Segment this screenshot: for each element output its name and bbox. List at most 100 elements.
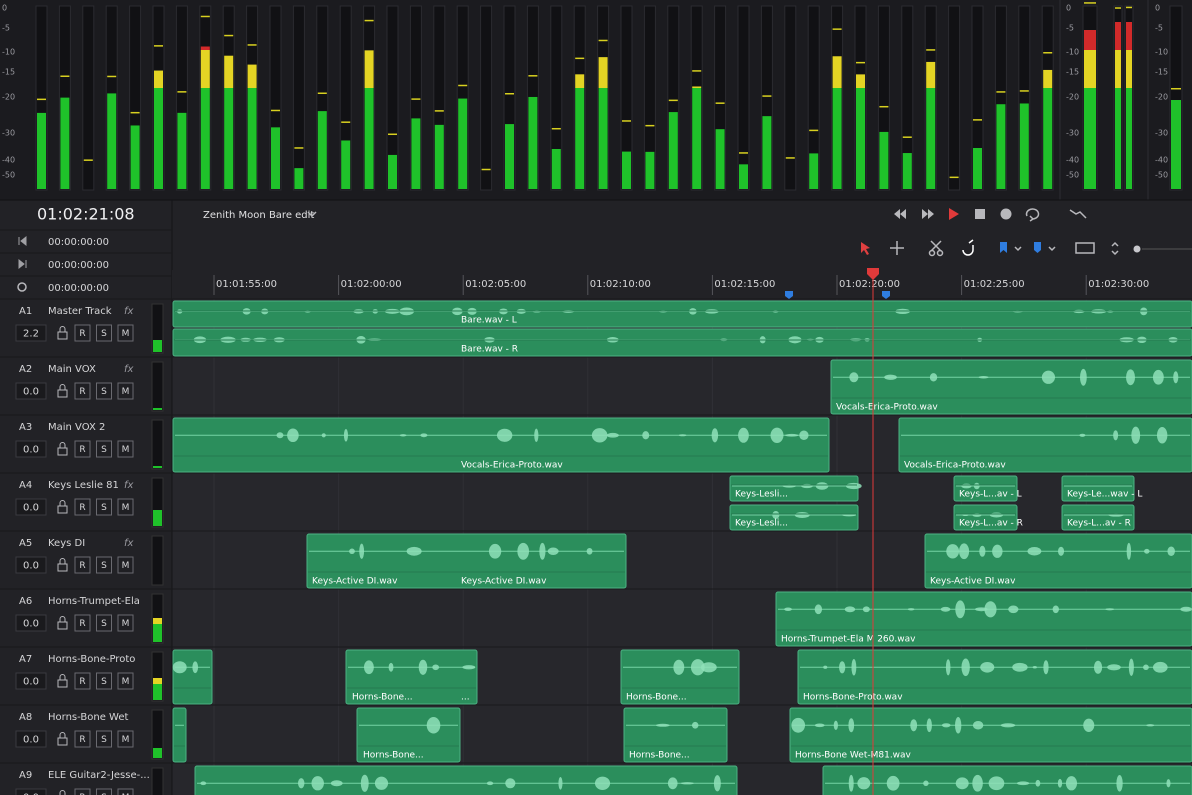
- lock-icon[interactable]: [57, 384, 68, 398]
- track-button[interactable]: [74, 556, 91, 574]
- pointer-tool[interactable]: [861, 242, 870, 255]
- clip[interactable]: [953, 504, 1018, 531]
- record-button[interactable]: [1000, 208, 1012, 220]
- track-button[interactable]: [117, 788, 134, 795]
- clip[interactable]: [172, 328, 1192, 357]
- track-button-label: S: [101, 677, 107, 687]
- clip[interactable]: [830, 359, 1192, 415]
- track-button[interactable]: [117, 730, 134, 748]
- fx-label[interactable]: fx: [124, 306, 134, 317]
- waveform: [1008, 605, 1019, 614]
- lock-icon[interactable]: [57, 500, 68, 514]
- clip[interactable]: [345, 649, 478, 705]
- clip[interactable]: [924, 533, 1192, 589]
- marker[interactable]: [785, 291, 793, 299]
- lock-icon[interactable]: [57, 442, 68, 456]
- play-button[interactable]: [949, 208, 959, 220]
- playhead-handle[interactable]: [867, 268, 879, 280]
- loop-button[interactable]: [1025, 208, 1040, 222]
- track-button[interactable]: [74, 672, 91, 690]
- waveform: [360, 774, 369, 792]
- clip[interactable]: [172, 417, 830, 473]
- forward-button[interactable]: [922, 209, 934, 219]
- track-button[interactable]: [96, 788, 112, 795]
- volume-box[interactable]: [15, 440, 47, 458]
- track-button[interactable]: [74, 324, 91, 342]
- razor-tool[interactable]: [928, 249, 936, 257]
- clip[interactable]: [623, 707, 728, 763]
- fx-label[interactable]: fx: [124, 538, 134, 549]
- track-button[interactable]: [117, 382, 134, 400]
- track-button[interactable]: [117, 440, 134, 458]
- lock-icon[interactable]: [57, 558, 68, 572]
- volume-box[interactable]: [15, 324, 47, 342]
- lock-icon[interactable]: [57, 326, 68, 340]
- lock-icon[interactable]: [57, 674, 68, 688]
- clip[interactable]: [194, 765, 738, 795]
- clip[interactable]: [898, 417, 1192, 473]
- view-toggle[interactable]: [1075, 242, 1095, 254]
- razor-tool[interactable]: [930, 240, 942, 252]
- clip[interactable]: [729, 504, 859, 531]
- track-button[interactable]: [117, 614, 134, 632]
- dropdown-arrow[interactable]: [1014, 246, 1022, 252]
- track-button[interactable]: [74, 440, 91, 458]
- stop-button[interactable]: [975, 209, 985, 219]
- clip[interactable]: [1061, 504, 1135, 531]
- track-button[interactable]: [96, 672, 112, 690]
- zoom-toggle[interactable]: [1111, 241, 1119, 256]
- dropdown-arrow[interactable]: [307, 211, 317, 218]
- volume-box[interactable]: [15, 730, 47, 748]
- volume-box[interactable]: [15, 556, 47, 574]
- fx-label[interactable]: fx: [124, 480, 134, 491]
- track-button[interactable]: [117, 498, 134, 516]
- dropdown-arrow[interactable]: [1048, 246, 1056, 252]
- volume-box[interactable]: [15, 614, 47, 632]
- clip[interactable]: [1061, 475, 1135, 502]
- lock-icon[interactable]: [58, 790, 67, 795]
- razor-tool[interactable]: [936, 249, 944, 257]
- volume-box[interactable]: [15, 382, 47, 400]
- timeline-name[interactable]: Zenith Moon Bare edit: [203, 210, 314, 221]
- range-tool[interactable]: [890, 241, 904, 255]
- track-button[interactable]: [117, 324, 134, 342]
- track-button[interactable]: [74, 614, 91, 632]
- volume-box[interactable]: [15, 498, 47, 516]
- track-button[interactable]: [74, 730, 91, 748]
- clip[interactable]: [797, 649, 1192, 705]
- clip[interactable]: [306, 533, 627, 589]
- flag-tool[interactable]: [1000, 242, 1007, 253]
- meter-peak: [856, 61, 865, 64]
- clip[interactable]: [172, 300, 1192, 328]
- clip[interactable]: [953, 475, 1018, 502]
- track-button[interactable]: [117, 672, 134, 690]
- track-button[interactable]: [96, 498, 112, 516]
- volume-box[interactable]: [15, 672, 47, 690]
- marker-tool[interactable]: [1034, 242, 1041, 253]
- automation-button[interactable]: [1069, 209, 1087, 219]
- marker[interactable]: [882, 291, 890, 299]
- track-button[interactable]: [96, 382, 112, 400]
- zoom-slider[interactable]: [1133, 245, 1141, 253]
- clip[interactable]: [172, 649, 213, 705]
- lock-icon[interactable]: [57, 732, 68, 746]
- track-button[interactable]: [117, 556, 134, 574]
- fx-label[interactable]: fx: [124, 364, 134, 375]
- track-button[interactable]: [96, 614, 112, 632]
- track-button[interactable]: [74, 788, 91, 795]
- lock-icon[interactable]: [57, 616, 68, 630]
- track-button[interactable]: [96, 556, 112, 574]
- rewind-button[interactable]: [894, 209, 906, 219]
- track-button[interactable]: [96, 730, 112, 748]
- meter-peak: [1115, 7, 1121, 9]
- clip[interactable]: [172, 707, 187, 763]
- volume-box[interactable]: [15, 788, 47, 795]
- track-button[interactable]: [96, 440, 112, 458]
- track-button[interactable]: [96, 324, 112, 342]
- track-button[interactable]: [74, 382, 91, 400]
- track-button[interactable]: [74, 498, 91, 516]
- clip[interactable]: [822, 765, 1192, 795]
- clip[interactable]: [775, 591, 1192, 647]
- snap-tool[interactable]: [962, 239, 974, 256]
